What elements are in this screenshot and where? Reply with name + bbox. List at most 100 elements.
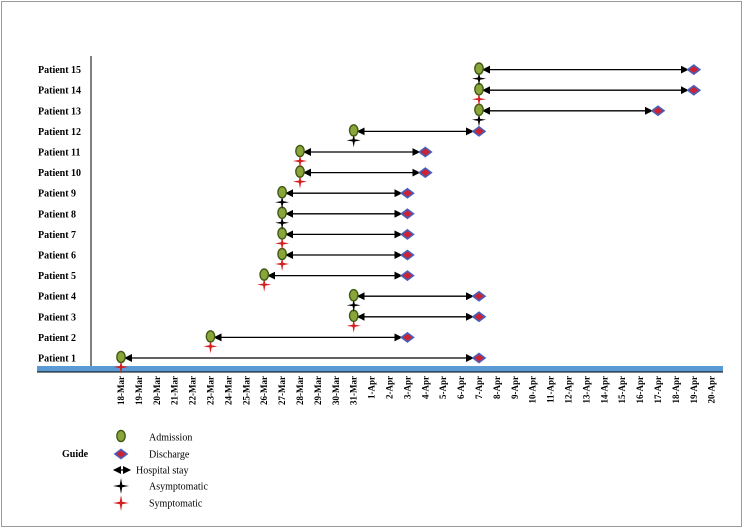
symptomatic-marker bbox=[257, 277, 272, 292]
x-tick-label: 15-Apr bbox=[617, 376, 627, 404]
x-tick-label: 12-Apr bbox=[564, 376, 574, 404]
patient-label: Patient 1 bbox=[38, 354, 76, 365]
x-tick-label: 24-Mar bbox=[223, 376, 233, 405]
x-tick-label: 27-Mar bbox=[277, 376, 287, 405]
legend-label: Symptomatic bbox=[149, 499, 203, 510]
legend-item: Hospital stay bbox=[113, 466, 189, 477]
x-axis-baseline bbox=[37, 366, 723, 372]
patient-row: Patient 8 bbox=[38, 206, 415, 230]
patient-label: Patient 13 bbox=[38, 106, 81, 117]
patient-label: Patient 7 bbox=[38, 230, 76, 241]
discharge-marker bbox=[471, 352, 487, 364]
symptomatic-marker bbox=[346, 318, 361, 333]
x-tick-label: 18-Mar bbox=[116, 376, 126, 405]
patient-label: Patient 15 bbox=[38, 65, 81, 76]
discharge-marker bbox=[417, 167, 433, 179]
patient-row: Patient 4 bbox=[38, 288, 487, 313]
x-tick-label: 30-Mar bbox=[331, 376, 341, 405]
x-tick-label: 22-Mar bbox=[188, 376, 198, 405]
legend-label: Hospital stay bbox=[136, 466, 189, 477]
patient-row: Patient 15 bbox=[38, 62, 702, 86]
legend-item: Discharge bbox=[113, 448, 190, 461]
asymptomatic-marker bbox=[472, 112, 486, 127]
patient-label: Patient 2 bbox=[38, 333, 76, 344]
asymptomatic-marker bbox=[275, 215, 290, 230]
patient-label: Patient 11 bbox=[38, 148, 81, 159]
patient-row: Patient 10 bbox=[38, 165, 433, 189]
discharge-marker bbox=[650, 105, 666, 117]
patient-label: Patient 12 bbox=[38, 127, 81, 138]
x-tick-label: 31-Mar bbox=[349, 376, 359, 405]
asymptomatic-marker bbox=[472, 71, 486, 86]
symptomatic-marker bbox=[203, 339, 218, 354]
x-tick-label: 29-Mar bbox=[313, 376, 323, 405]
admission-marker bbox=[259, 268, 270, 281]
patient-label: Patient 3 bbox=[38, 312, 76, 323]
legend: Guide Admission Discharge Hospital stay Asym… bbox=[62, 429, 208, 511]
asymptomatic-marker bbox=[275, 195, 290, 210]
patient-label: Patient 8 bbox=[38, 209, 76, 220]
x-tick-label: 19-Mar bbox=[134, 376, 144, 405]
patient-label: Patient 14 bbox=[38, 86, 81, 97]
legend-asymptomatic-icon bbox=[113, 478, 129, 494]
legend-admission-icon bbox=[116, 429, 126, 443]
discharge-marker bbox=[686, 64, 702, 76]
x-tick-label: 11-Apr bbox=[546, 376, 556, 403]
patient-row: Patient 9 bbox=[38, 185, 415, 210]
x-tick-label: 2-Apr bbox=[385, 376, 395, 399]
symptomatic-marker bbox=[293, 174, 307, 189]
x-tick-label: 4-Apr bbox=[420, 376, 430, 399]
patient-row: Patient 3 bbox=[38, 309, 487, 333]
x-tick-label: 3-Apr bbox=[402, 376, 412, 399]
legend-item: Symptomatic bbox=[113, 495, 203, 511]
patient-row: Patient 1 bbox=[38, 350, 487, 374]
symptomatic-marker bbox=[275, 257, 290, 271]
x-tick-label: 25-Mar bbox=[241, 376, 251, 405]
legend-label: Admission bbox=[149, 433, 192, 444]
discharge-marker bbox=[400, 249, 415, 261]
x-tick-label: 20-Apr bbox=[707, 376, 717, 404]
x-tick-label: 8-Apr bbox=[492, 376, 502, 399]
symptomatic-marker bbox=[293, 154, 307, 168]
legend-label: Discharge bbox=[149, 450, 190, 461]
x-tick-label: 6-Apr bbox=[456, 376, 466, 399]
patient-label: Patient 5 bbox=[38, 271, 76, 282]
asymptomatic-marker bbox=[346, 133, 361, 148]
patient-row: Patient 11 bbox=[38, 144, 433, 168]
admission-marker bbox=[277, 185, 287, 199]
patient-label: Patient 9 bbox=[38, 189, 76, 200]
discharge-marker bbox=[686, 84, 702, 96]
admission-marker bbox=[295, 144, 305, 158]
x-tick-label: 19-Apr bbox=[689, 376, 699, 404]
admission-marker bbox=[116, 350, 126, 364]
asymptomatic-marker bbox=[346, 298, 361, 313]
admission-marker bbox=[474, 62, 484, 75]
patient-row: Patient 14 bbox=[38, 82, 702, 107]
patient-row: Patient 5 bbox=[38, 268, 415, 292]
x-tick-label: 1-Apr bbox=[367, 376, 377, 399]
x-tick-label: 14-Apr bbox=[599, 376, 609, 404]
patient-row: Patient 12 bbox=[38, 124, 487, 148]
discharge-marker bbox=[471, 125, 487, 137]
discharge-marker bbox=[471, 290, 487, 302]
symptomatic-marker bbox=[472, 92, 486, 107]
x-tick-label: 7-Apr bbox=[474, 376, 484, 399]
patient-row: Patient 7 bbox=[38, 227, 415, 251]
discharge-marker bbox=[417, 146, 433, 158]
symptomatic-marker bbox=[114, 360, 128, 374]
patient-label: Patient 4 bbox=[38, 292, 76, 303]
admission-marker bbox=[348, 124, 359, 137]
x-tick-label: 16-Apr bbox=[635, 376, 645, 404]
patient-label: Patient 6 bbox=[38, 251, 76, 262]
x-tick-label: 17-Apr bbox=[653, 376, 663, 404]
x-tick-label: 9-Apr bbox=[510, 376, 520, 399]
x-tick-label: 5-Apr bbox=[438, 376, 448, 399]
legend-title: Guide bbox=[62, 449, 89, 460]
discharge-marker bbox=[400, 208, 415, 220]
discharge-marker bbox=[400, 270, 415, 282]
discharge-marker bbox=[400, 331, 415, 343]
x-tick-label: 21-Mar bbox=[170, 376, 180, 405]
x-tick-label: 20-Mar bbox=[152, 376, 162, 405]
